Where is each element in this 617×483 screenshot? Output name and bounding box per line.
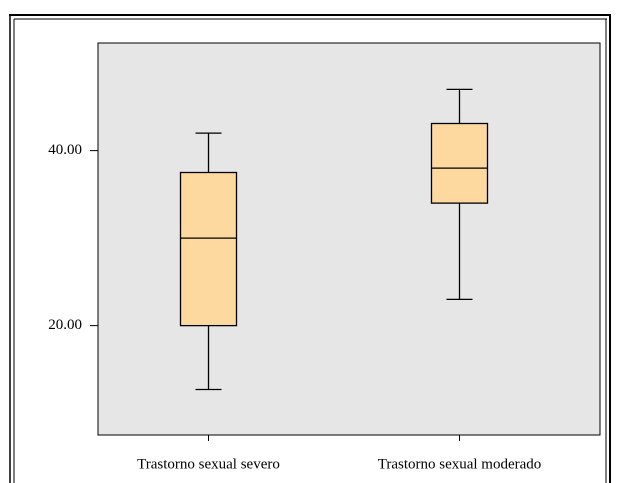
x-tick-label: Trastorno sexual moderado [378, 456, 542, 472]
y-tick-label: 40.00 [48, 142, 82, 158]
box [179, 171, 238, 327]
y-tick-label: 20.00 [48, 317, 82, 333]
x-tick-label: Trastorno sexual severo [137, 456, 280, 472]
plot-area [97, 42, 601, 436]
box [430, 122, 489, 204]
